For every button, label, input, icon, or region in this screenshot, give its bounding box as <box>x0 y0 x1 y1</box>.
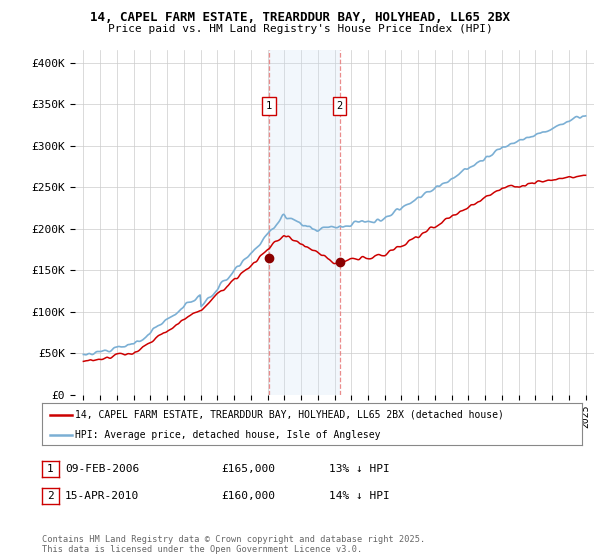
Text: 13% ↓ HPI: 13% ↓ HPI <box>329 464 389 474</box>
Text: HPI: Average price, detached house, Isle of Anglesey: HPI: Average price, detached house, Isle… <box>76 430 381 440</box>
Text: 2: 2 <box>47 491 54 501</box>
Text: 2: 2 <box>337 101 343 111</box>
Text: 15-APR-2010: 15-APR-2010 <box>65 491 139 501</box>
Text: 1: 1 <box>266 101 272 111</box>
Text: 09-FEB-2006: 09-FEB-2006 <box>65 464 139 474</box>
Text: Price paid vs. HM Land Registry's House Price Index (HPI): Price paid vs. HM Land Registry's House … <box>107 24 493 34</box>
Bar <box>269 50 340 395</box>
Text: 14% ↓ HPI: 14% ↓ HPI <box>329 491 389 501</box>
Text: 14, CAPEL FARM ESTATE, TREARDDUR BAY, HOLYHEAD, LL65 2BX (detached house): 14, CAPEL FARM ESTATE, TREARDDUR BAY, HO… <box>76 410 505 420</box>
Text: £165,000: £165,000 <box>221 464 275 474</box>
Text: £160,000: £160,000 <box>221 491 275 501</box>
Text: 1: 1 <box>47 464 54 474</box>
Text: Contains HM Land Registry data © Crown copyright and database right 2025.
This d: Contains HM Land Registry data © Crown c… <box>42 535 425 554</box>
Text: 14, CAPEL FARM ESTATE, TREARDDUR BAY, HOLYHEAD, LL65 2BX: 14, CAPEL FARM ESTATE, TREARDDUR BAY, HO… <box>90 11 510 24</box>
